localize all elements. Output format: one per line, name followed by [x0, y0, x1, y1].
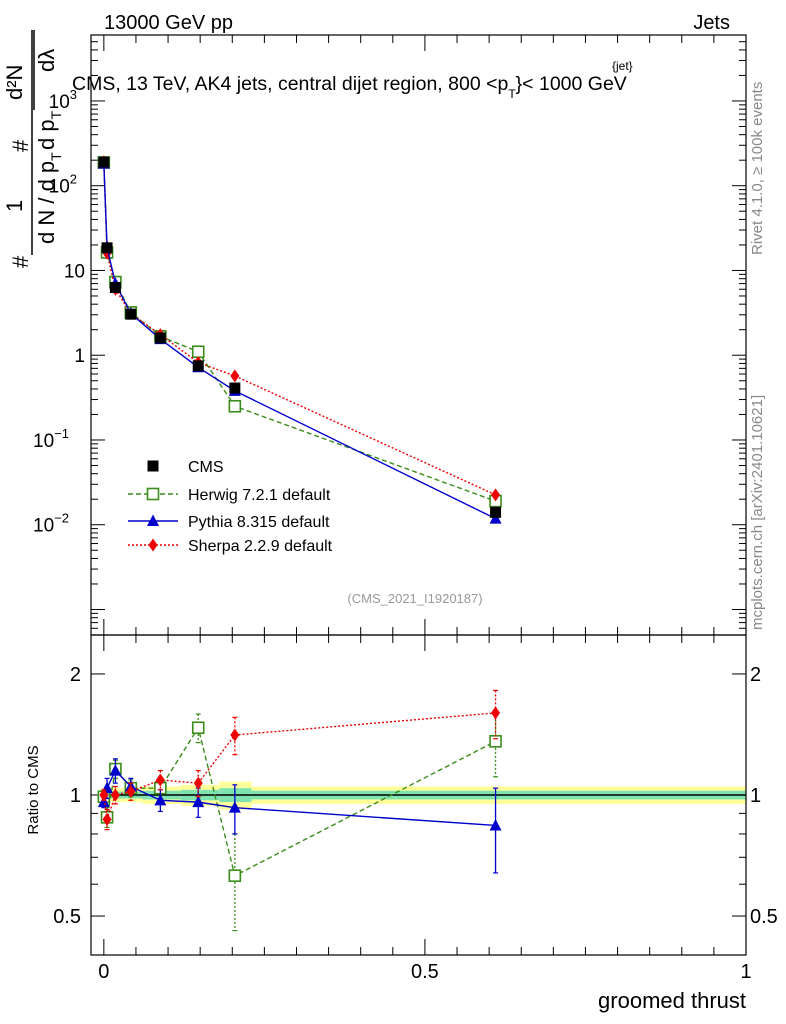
y-title-one: 1: [2, 200, 27, 212]
point-cms: [125, 308, 137, 320]
y-tick-label: 10−2: [33, 511, 69, 537]
plot-title: CMS, 13 TeV, AK4 jets, central dijet reg…: [72, 73, 627, 101]
y-tick-label: 103: [49, 87, 77, 113]
ratio-point-sherpa: [230, 728, 240, 742]
legend-label-herwig: Herwig 7.2.1 default: [188, 487, 331, 504]
point-sherpa: [491, 488, 501, 502]
legend-label-sherpa: Sherpa 2.2.9 default: [188, 538, 333, 555]
x-tick-label: 0.5: [411, 961, 439, 983]
y-axis-title: # 1 d N / d pT # d pT d²N dλ: [2, 30, 64, 268]
ratio-point-herwig: [191, 721, 205, 735]
x-tick-label: 1: [740, 961, 751, 983]
series-line-herwig: [103, 162, 496, 502]
x-axis-label: groomed thrust: [598, 988, 746, 1013]
y-tick-label: 10−1: [33, 426, 69, 452]
point-pythia: [489, 512, 502, 524]
point-herwig: [228, 399, 242, 413]
ratio-point-sherpa: [110, 788, 120, 802]
y-title-denominator: d N / d pT: [34, 152, 64, 244]
ratio-point-sherpa: [491, 706, 501, 720]
legend-marker-cms: [147, 460, 159, 472]
y-title-d2n: d²N: [2, 65, 27, 100]
ratio-y-tick-label-left: 0.5: [53, 906, 81, 928]
legend-label-cms: CMS: [188, 459, 224, 476]
legend-marker-herwig: [146, 487, 160, 501]
point-cms: [109, 281, 121, 293]
series-line-sherpa: [103, 161, 496, 496]
point-cms: [154, 332, 166, 344]
ratio-point-sherpa: [99, 788, 109, 802]
point-cms: [229, 382, 241, 394]
point-cms: [98, 156, 110, 168]
legend-marker-pythia: [147, 514, 159, 526]
ratio-point-sherpa: [193, 776, 203, 790]
y-title-hash: #: [8, 255, 33, 268]
y-tick-label: 10: [64, 261, 85, 282]
ratio-y-tick-label-right: 0.5: [750, 906, 778, 928]
point-cms: [490, 506, 502, 518]
ratio-point-pythia: [228, 801, 241, 813]
point-cms: [192, 360, 204, 372]
ratio-y-tick-label-left: 2: [70, 664, 81, 686]
legend-label-pythia: Pythia 8.315 default: [188, 514, 330, 531]
analysis-id: (CMS_2021_I1920187): [347, 591, 482, 606]
ratio-panel: 0 0.5 1 0.5 0.5 1 1 2 2: [53, 634, 778, 983]
y-tick-label: 1: [74, 346, 85, 367]
point-cms: [101, 242, 113, 254]
ratio-point-pythia: [192, 795, 205, 808]
rivet-label: Rivet 4.1.0, ≥ 100k events: [749, 82, 766, 255]
ratio-y-tick-label-left: 1: [70, 785, 81, 807]
y-title-dlambda: dλ: [34, 49, 59, 72]
ratio-point-pythia: [489, 818, 502, 831]
ratio-point-herwig: [228, 869, 242, 882]
category-label: Jets: [693, 12, 730, 34]
plot-title-end: }< 1000 GeV: [516, 73, 627, 95]
plot-title-sub: T: [508, 87, 516, 101]
legend: CMS Herwig 7.2.1 default Pythia 8.315 defa…: [128, 459, 333, 555]
ratio-y-tick-label-right: 2: [750, 664, 761, 686]
energy-label: 13000 GeV pp: [104, 12, 233, 34]
mcplots-label: mcplots.cern.ch [arXiv:2401.10621]: [749, 395, 766, 630]
plot-title-sup: {jet}: [612, 59, 633, 73]
y-title-dpt: d pT: [34, 110, 64, 150]
y-tick-label: 102: [49, 172, 77, 198]
ratio-point-pythia: [154, 793, 167, 806]
ratio-point-herwig: [489, 735, 502, 748]
plot-title-main: CMS, 13 TeV, AK4 jets, central dijet reg…: [72, 73, 508, 95]
point-herwig: [191, 345, 205, 359]
main-panel: 10−2 10−1 1 10 102 103 CMS Herwig 7.2.1 default…: [33, 34, 747, 636]
ratio-point-sherpa: [102, 812, 112, 826]
ratio-y-label: Ratio to CMS: [25, 745, 42, 834]
ratio-point-sherpa: [126, 785, 136, 799]
x-tick-label: 0: [98, 961, 109, 983]
ratio-point-pythia: [109, 764, 122, 776]
legend-marker-sherpa: [148, 538, 158, 552]
ratio-point-sherpa: [155, 773, 165, 787]
y-title-hash2: #: [8, 139, 33, 152]
ratio-y-tick-label-right: 1: [750, 785, 761, 807]
point-sherpa: [230, 369, 240, 383]
